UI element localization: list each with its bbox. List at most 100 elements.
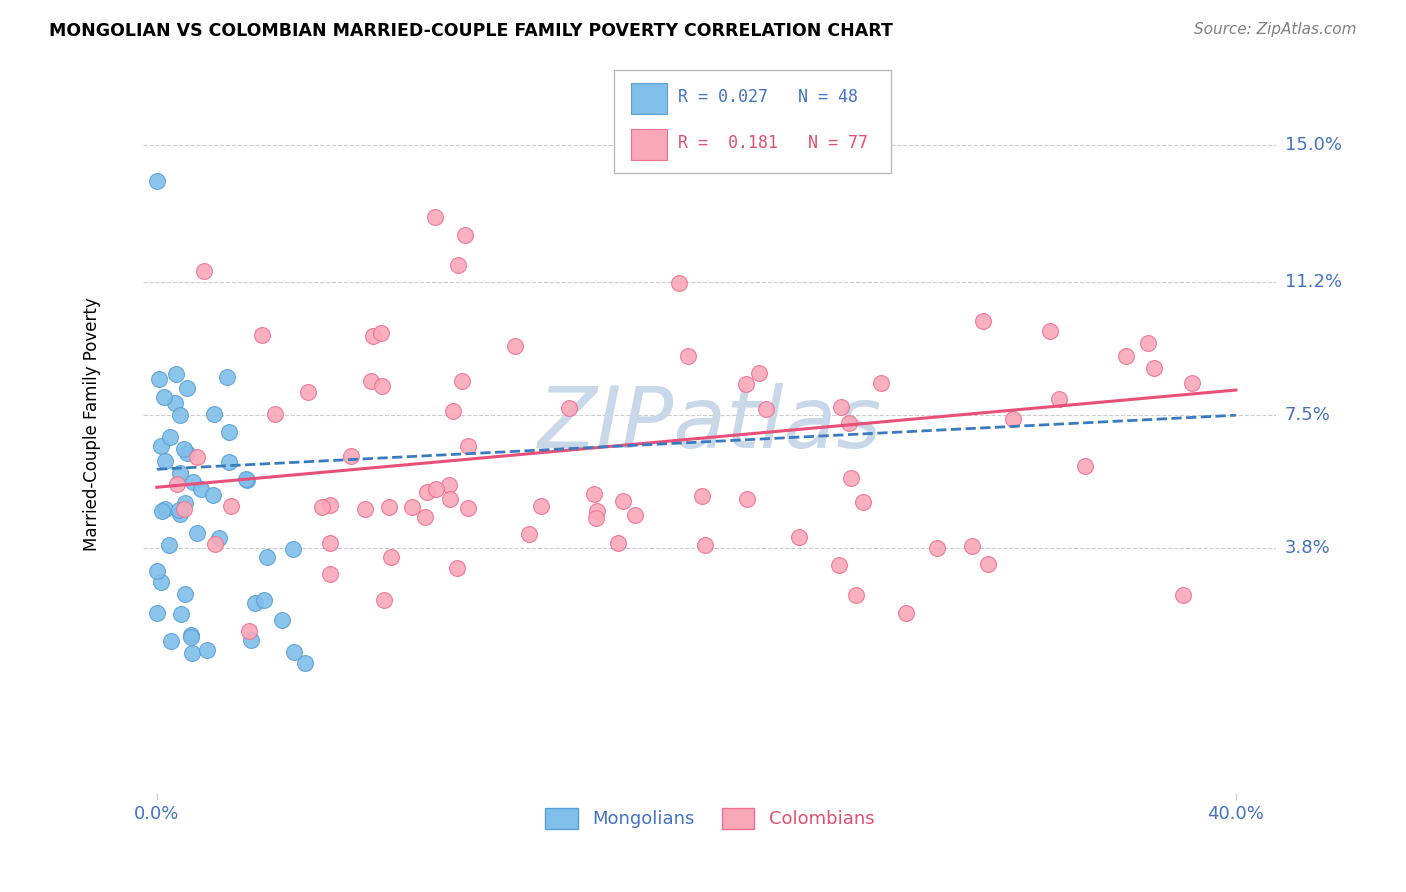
Point (176, 382, 198, 396)
Point (748, 366, 770, 380)
Point (250, 327, 273, 342)
Point (150, 504, 173, 518)
Point (353, 502, 375, 516)
Point (377, 500, 399, 514)
Point (180, 630, 202, 644)
Point (157, 538, 180, 552)
Point (243, 596, 266, 610)
Point (530, 499, 553, 513)
Point (1001, 412, 1024, 426)
Legend: Mongolians, Colombians: Mongolians, Colombians (538, 801, 882, 836)
Point (370, 326, 392, 340)
Point (690, 489, 713, 503)
Point (219, 500, 242, 514)
Point (869, 376, 891, 390)
Point (263, 408, 285, 422)
Text: 11.2%: 11.2% (1285, 273, 1341, 291)
Point (146, 174, 169, 188)
Text: 15.0%: 15.0% (1285, 136, 1341, 154)
Point (159, 430, 181, 444)
Point (1181, 376, 1204, 390)
Text: ZIPatlas: ZIPatlas (537, 383, 882, 466)
Point (153, 502, 176, 516)
Point (294, 656, 316, 670)
Point (558, 401, 581, 415)
Point (446, 561, 468, 575)
Text: MONGOLIAN VS COLOMBIAN MARRIED-COUPLE FAMILY POVERTY CORRELATION CHART: MONGOLIAN VS COLOMBIAN MARRIED-COUPLE FA… (49, 22, 893, 40)
Point (170, 607, 193, 621)
Point (148, 372, 170, 386)
Point (240, 633, 263, 648)
Point (311, 500, 333, 514)
Point (190, 482, 212, 496)
Point (204, 537, 226, 551)
Point (693, 538, 716, 552)
Point (169, 507, 191, 521)
Point (830, 400, 852, 414)
Point (163, 396, 186, 410)
Point (202, 488, 225, 502)
Point (437, 478, 460, 492)
Text: R = 0.027   N = 48: R = 0.027 N = 48 (678, 88, 858, 106)
Point (169, 409, 191, 423)
Point (457, 500, 479, 515)
Point (193, 264, 215, 278)
Point (218, 425, 240, 439)
Point (235, 472, 257, 486)
Point (176, 446, 198, 460)
Point (425, 482, 447, 496)
Point (339, 449, 361, 463)
Point (173, 496, 195, 510)
Text: 3.8%: 3.8% (1285, 540, 1330, 558)
Point (146, 606, 169, 620)
Point (380, 550, 402, 565)
Point (208, 531, 231, 545)
Point (1074, 459, 1097, 474)
Point (1115, 349, 1137, 363)
Point (612, 493, 634, 508)
Point (180, 628, 202, 642)
Point (218, 455, 240, 469)
Point (361, 329, 384, 343)
Point (505, 339, 527, 353)
Text: R =  0.181   N = 77: R = 0.181 N = 77 (678, 134, 868, 152)
Bar (630, 83, 666, 114)
Point (281, 541, 304, 556)
Point (202, 407, 225, 421)
Point (735, 376, 758, 391)
Point (896, 607, 918, 621)
Point (457, 439, 479, 453)
Point (166, 477, 188, 491)
Point (238, 624, 260, 639)
Point (972, 314, 994, 328)
Point (450, 374, 472, 388)
Point (173, 442, 195, 456)
Point (283, 645, 305, 659)
Point (585, 503, 607, 517)
Point (585, 511, 607, 525)
Point (297, 384, 319, 399)
Point (256, 550, 278, 565)
Point (839, 470, 862, 484)
Point (447, 258, 470, 272)
Point (441, 403, 464, 417)
Point (155, 454, 177, 468)
Text: 7.5%: 7.5% (1285, 406, 1330, 425)
Point (439, 491, 461, 506)
Point (236, 474, 259, 488)
Point (735, 491, 758, 506)
Point (787, 530, 810, 544)
Bar (630, 129, 666, 160)
Point (180, 646, 202, 660)
Point (253, 593, 276, 607)
Point (1047, 392, 1070, 406)
Point (413, 510, 436, 524)
Point (167, 502, 190, 516)
Point (517, 527, 540, 541)
Point (371, 379, 394, 393)
Point (925, 541, 948, 556)
Point (1039, 324, 1062, 338)
Point (962, 539, 984, 553)
Point (845, 588, 868, 602)
Point (1137, 336, 1160, 351)
